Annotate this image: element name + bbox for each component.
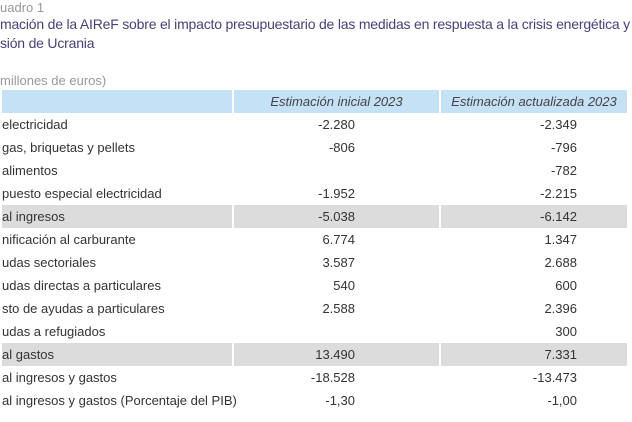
updated-value: -782: [550, 163, 577, 178]
table-row: electricidad -2.280 -2.349: [2, 113, 627, 136]
title-line-2: sión de Ucrania: [0, 35, 95, 51]
updated-value: 2.688: [544, 255, 577, 270]
row-label: al ingresos: [2, 205, 232, 228]
updated-value: -796: [550, 140, 577, 155]
initial-value: -806: [328, 140, 355, 155]
title-line-1: mación de la AIReF sobre el impacto pres…: [0, 16, 630, 32]
initial-value: -1.952: [318, 186, 355, 201]
header-initial: Estimación inicial 2023: [234, 90, 439, 113]
updated-value: -13.473: [532, 370, 577, 385]
initial-value: 2.588: [322, 301, 355, 316]
table-row: udas a refugiados 300: [2, 320, 627, 343]
header-label: [2, 90, 232, 113]
table-row: al ingresos y gastos (Porcentaje del PIB…: [2, 389, 627, 412]
updated-value: 2.396: [544, 301, 577, 316]
row-label: al ingresos y gastos (Porcentaje del PIB…: [2, 393, 237, 408]
row-label: nificación al carburante: [2, 232, 136, 247]
table-row: udas sectoriales 3.587 2.688: [2, 251, 627, 274]
row-label: al gastos: [2, 343, 232, 366]
updated-value: 7.331: [441, 343, 627, 366]
initial-value: 3.587: [322, 255, 355, 270]
table-row: alimentos -782: [2, 159, 627, 182]
updated-value: 300: [555, 324, 577, 339]
table-row: puesto especial electricidad -1.952 -2.215: [2, 182, 627, 205]
initial-value: -1,30: [325, 393, 355, 408]
table-units: millones de euros): [0, 73, 107, 88]
header-row: Estimación inicial 2023 Estimación actua…: [2, 90, 627, 113]
table-row: sto de ayudas a particulares 2.588 2.396: [2, 297, 627, 320]
initial-value: 540: [333, 278, 355, 293]
row-label: udas a refugiados: [2, 324, 106, 339]
initial-value: -2.280: [318, 117, 355, 132]
row-label: udas directas a particulares: [2, 278, 161, 293]
updated-value: -6.142: [441, 205, 627, 228]
table-row: al ingresos y gastos -18.528 -13.473: [2, 366, 627, 389]
table-title: mación de la AIReF sobre el impacto pres…: [0, 15, 630, 53]
initial-value: [234, 320, 439, 343]
row-label: puesto especial electricidad: [2, 186, 162, 201]
table-row: udas directas a particulares 540 600: [2, 274, 627, 297]
row-label: al ingresos y gastos: [2, 370, 117, 385]
row-label: alimentos: [2, 163, 58, 178]
updated-value: -2.349: [540, 117, 577, 132]
total-row: al gastos 13.490 7.331: [2, 343, 627, 366]
table-caption: uadro 1: [0, 0, 45, 15]
updated-value: -2.215: [540, 186, 577, 201]
header-updated: Estimación actualizada 2023: [441, 90, 627, 113]
initial-value: -5.038: [234, 205, 439, 228]
row-label: sto de ayudas a particulares: [2, 301, 165, 316]
updated-value: 600: [555, 278, 577, 293]
initial-value: 13.490: [234, 343, 439, 366]
data-table: Estimación inicial 2023 Estimación actua…: [0, 90, 629, 412]
total-row: al ingresos -5.038 -6.142: [2, 205, 627, 228]
row-label: gas, briquetas y pellets: [2, 140, 135, 155]
row-label: electricidad: [2, 117, 68, 132]
initial-value: 6.774: [322, 232, 355, 247]
updated-value: 1.347: [544, 232, 577, 247]
table-row: nificación al carburante 6.774 1.347: [2, 228, 627, 251]
row-label: udas sectoriales: [2, 255, 96, 270]
updated-value: -1,00: [547, 393, 577, 408]
initial-value: [234, 159, 439, 182]
table-row: gas, briquetas y pellets -806 -796: [2, 136, 627, 159]
initial-value: -18.528: [310, 370, 355, 385]
